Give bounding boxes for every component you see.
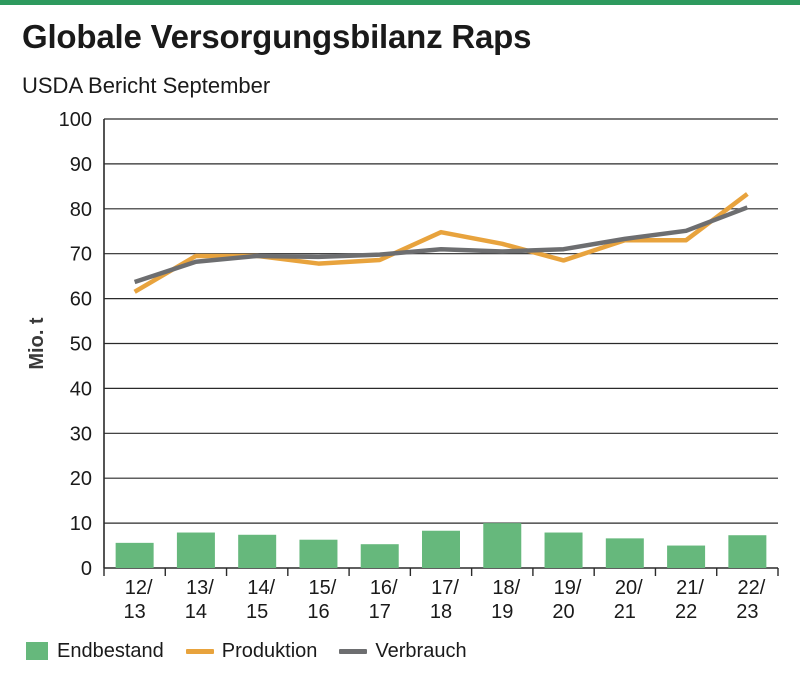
x-tick-label: 16/17 <box>369 577 398 623</box>
legend-label-endbestand: Endbestand <box>57 639 164 662</box>
chart-area: 0 10 20 30 40 50 60 70 80 90 100 Mio. t 12/13 13/14 14… <box>26 109 779 623</box>
x-tick-label: 13/14 <box>185 577 214 623</box>
y-tick-label: 40 <box>70 378 92 400</box>
y-tick-label: 60 <box>70 289 92 311</box>
x-tick-label: 21/22 <box>675 577 704 623</box>
chart-title: Globale Versorgungsbilanz Raps <box>22 18 532 55</box>
bar-endbestand <box>176 532 215 568</box>
y-tick-label: 20 <box>70 468 92 490</box>
bar-endbestand <box>115 542 154 568</box>
y-tick-label: 70 <box>70 244 92 266</box>
top-accent-bar <box>0 0 800 5</box>
y-tick-label: 0 <box>81 558 92 580</box>
y-tick-label: 90 <box>70 154 92 176</box>
legend-swatch-endbestand <box>26 642 48 660</box>
legend-label-verbrauch: Verbrauch <box>375 639 467 662</box>
chart-subtitle: USDA Bericht September <box>22 73 271 98</box>
bar-endbestand <box>728 535 767 568</box>
legend: Endbestand Produktion Verbrauch <box>26 636 489 666</box>
bar-endbestand <box>667 545 706 568</box>
x-tick-label: 17/18 <box>430 577 459 623</box>
legend-swatch-produktion <box>185 648 214 654</box>
bar-endbestand <box>544 532 583 568</box>
legend-item-produktion: Produktion <box>185 639 318 663</box>
y-axis-label: Mio. t <box>26 317 48 370</box>
y-tick-label: 30 <box>70 423 92 445</box>
y-tick-label: 10 <box>70 513 92 535</box>
y-tick-label: 100 <box>59 109 92 131</box>
bar-endbestand <box>299 539 338 568</box>
x-tick-label: 22/23 <box>736 577 765 623</box>
bar-endbestand <box>422 530 460 568</box>
x-tick-label: 20/21 <box>614 577 643 623</box>
x-tick-label: 18/19 <box>491 577 520 623</box>
x-tick-label: 15/16 <box>307 577 336 623</box>
bar-endbestand <box>238 534 277 568</box>
x-tick-label: 19/20 <box>552 577 581 623</box>
legend-item-verbrauch: Verbrauch <box>339 639 467 663</box>
bar-endbestand <box>360 544 399 568</box>
y-tick-label: 50 <box>70 334 92 356</box>
bar-endbestand <box>483 523 522 568</box>
legend-label-produktion: Produktion <box>221 639 318 662</box>
bar-endbestand <box>605 538 644 568</box>
legend-swatch-verbrauch <box>339 648 368 654</box>
x-tick-label: 12/13 <box>124 577 153 623</box>
legend-item-endbestand: Endbestand <box>26 640 164 663</box>
line-verbrauch <box>133 205 749 285</box>
x-tick-label: 14/15 <box>246 577 275 623</box>
y-tick-label: 80 <box>70 199 92 221</box>
